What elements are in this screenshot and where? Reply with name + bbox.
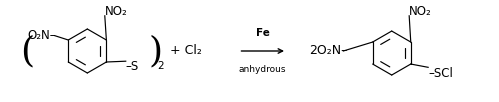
Text: anhydrous: anhydrous (239, 65, 286, 74)
Text: NO₂: NO₂ (105, 5, 128, 18)
Text: –S: –S (126, 60, 139, 73)
Text: –SCl: –SCl (428, 67, 453, 80)
Text: O₂N–: O₂N– (27, 29, 56, 42)
Text: Fe: Fe (256, 28, 269, 38)
Text: NO₂: NO₂ (409, 5, 432, 18)
Text: + Cl₂: + Cl₂ (170, 44, 202, 58)
Text: (: ( (20, 34, 34, 68)
Text: ): ) (149, 34, 163, 68)
Text: 2: 2 (157, 61, 164, 71)
Text: 2O₂N–: 2O₂N– (309, 44, 348, 58)
